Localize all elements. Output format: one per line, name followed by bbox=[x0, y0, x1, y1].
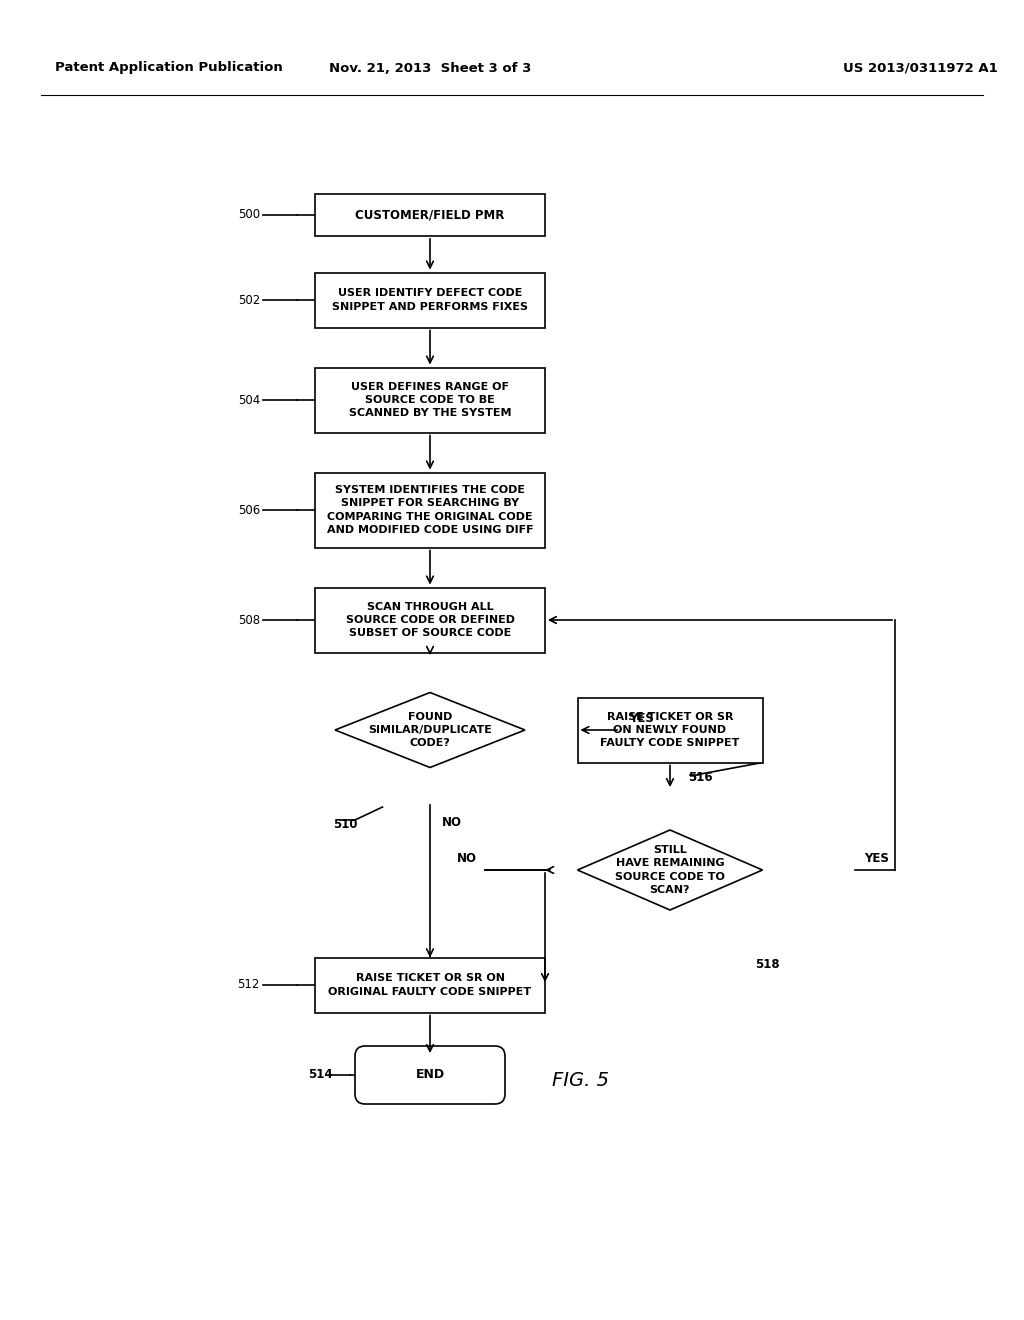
Text: FOUND
SIMILAR/DUPLICATE
CODE?: FOUND SIMILAR/DUPLICATE CODE? bbox=[368, 711, 492, 748]
FancyBboxPatch shape bbox=[315, 194, 545, 236]
Text: 514: 514 bbox=[307, 1068, 333, 1081]
Text: 504: 504 bbox=[238, 393, 260, 407]
Text: CUSTOMER/FIELD PMR: CUSTOMER/FIELD PMR bbox=[355, 209, 505, 222]
FancyBboxPatch shape bbox=[315, 587, 545, 652]
Text: 510: 510 bbox=[333, 818, 357, 832]
Text: YES: YES bbox=[864, 851, 890, 865]
Text: USER IDENTIFY DEFECT CODE
SNIPPET AND PERFORMS FIXES: USER IDENTIFY DEFECT CODE SNIPPET AND PE… bbox=[332, 288, 528, 312]
Text: NO: NO bbox=[442, 817, 462, 829]
Text: 518: 518 bbox=[755, 958, 780, 972]
FancyBboxPatch shape bbox=[578, 697, 763, 763]
Text: SCAN THROUGH ALL
SOURCE CODE OR DEFINED
SUBSET OF SOURCE CODE: SCAN THROUGH ALL SOURCE CODE OR DEFINED … bbox=[345, 602, 514, 638]
Text: US 2013/0311972 A1: US 2013/0311972 A1 bbox=[843, 62, 997, 74]
FancyBboxPatch shape bbox=[315, 272, 545, 327]
Text: 512: 512 bbox=[238, 978, 260, 991]
Text: END: END bbox=[416, 1068, 444, 1081]
Text: Nov. 21, 2013  Sheet 3 of 3: Nov. 21, 2013 Sheet 3 of 3 bbox=[329, 62, 531, 74]
Text: 506: 506 bbox=[238, 503, 260, 516]
Text: 516: 516 bbox=[688, 771, 713, 784]
Text: STILL
HAVE REMAINING
SOURCE CODE TO
SCAN?: STILL HAVE REMAINING SOURCE CODE TO SCAN… bbox=[615, 845, 725, 895]
Text: NO: NO bbox=[457, 851, 477, 865]
Text: SYSTEM IDENTIFIES THE CODE
SNIPPET FOR SEARCHING BY
COMPARING THE ORIGINAL CODE
: SYSTEM IDENTIFIES THE CODE SNIPPET FOR S… bbox=[327, 486, 534, 535]
Text: RAISE TICKET OR SR ON
ORIGINAL FAULTY CODE SNIPPET: RAISE TICKET OR SR ON ORIGINAL FAULTY CO… bbox=[329, 973, 531, 997]
Text: YES: YES bbox=[630, 711, 654, 725]
Polygon shape bbox=[578, 830, 763, 909]
Text: 502: 502 bbox=[238, 293, 260, 306]
Text: Patent Application Publication: Patent Application Publication bbox=[55, 62, 283, 74]
Text: FIG. 5: FIG. 5 bbox=[552, 1071, 608, 1089]
Polygon shape bbox=[335, 693, 525, 767]
Text: 508: 508 bbox=[238, 614, 260, 627]
FancyBboxPatch shape bbox=[315, 957, 545, 1012]
FancyBboxPatch shape bbox=[315, 367, 545, 433]
FancyBboxPatch shape bbox=[315, 473, 545, 548]
Text: 500: 500 bbox=[238, 209, 260, 222]
Text: RAISE TICKET OR SR
ON NEWLY FOUND
FAULTY CODE SNIPPET: RAISE TICKET OR SR ON NEWLY FOUND FAULTY… bbox=[600, 711, 739, 748]
Text: USER DEFINES RANGE OF
SOURCE CODE TO BE
SCANNED BY THE SYSTEM: USER DEFINES RANGE OF SOURCE CODE TO BE … bbox=[349, 381, 511, 418]
FancyBboxPatch shape bbox=[355, 1045, 505, 1104]
